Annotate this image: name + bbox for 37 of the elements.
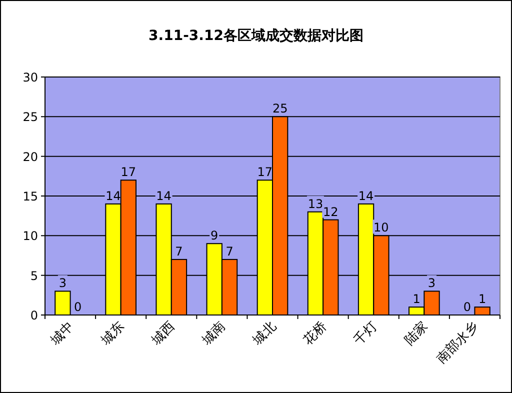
bar xyxy=(474,306,490,316)
y-tick-label: 30 xyxy=(22,70,38,84)
data-label: 10 xyxy=(374,220,389,235)
data-label: 17 xyxy=(120,165,136,180)
y-tick-label: 25 xyxy=(22,110,38,124)
y-tick-label: 0 xyxy=(30,308,38,322)
data-label: 17 xyxy=(257,165,273,180)
x-tick-label: 南部水乡 xyxy=(434,319,482,367)
x-tick-label: 城北 xyxy=(250,319,280,349)
y-tick-label: 10 xyxy=(22,229,38,244)
x-tick-label: 城东 xyxy=(98,319,128,349)
data-label: 0 xyxy=(463,300,471,314)
data-label: 9 xyxy=(210,228,218,243)
y-tick-label: 5 xyxy=(30,268,38,283)
y-tick-label: 20 xyxy=(22,150,38,164)
x-tick-label: 千灯 xyxy=(351,319,380,348)
bar xyxy=(54,290,71,316)
data-label: 14 xyxy=(106,188,121,203)
x-tick-label: 城中 xyxy=(47,319,78,349)
data-label: 14 xyxy=(358,188,374,203)
data-label: 7 xyxy=(175,244,183,258)
y-tick-label: 15 xyxy=(22,190,38,204)
data-label: 3 xyxy=(58,276,67,290)
data-label: 3 xyxy=(428,276,436,290)
chart-title: 3.11-3.12各区域成交数据对比图 xyxy=(148,27,364,44)
data-label: 1 xyxy=(412,292,420,306)
data-label: 25 xyxy=(272,102,288,116)
data-label: 14 xyxy=(156,188,172,203)
x-tick-label: 花桥 xyxy=(300,319,330,348)
data-label: 0 xyxy=(74,300,82,314)
x-tick-label: 城西 xyxy=(148,319,178,349)
data-label: 12 xyxy=(323,204,338,219)
data-label: 7 xyxy=(226,244,234,258)
data-label: 1 xyxy=(478,292,486,306)
x-tick-label: 城南 xyxy=(199,319,229,349)
data-label: 13 xyxy=(308,196,324,211)
x-tick-label: 陆家 xyxy=(401,318,431,348)
